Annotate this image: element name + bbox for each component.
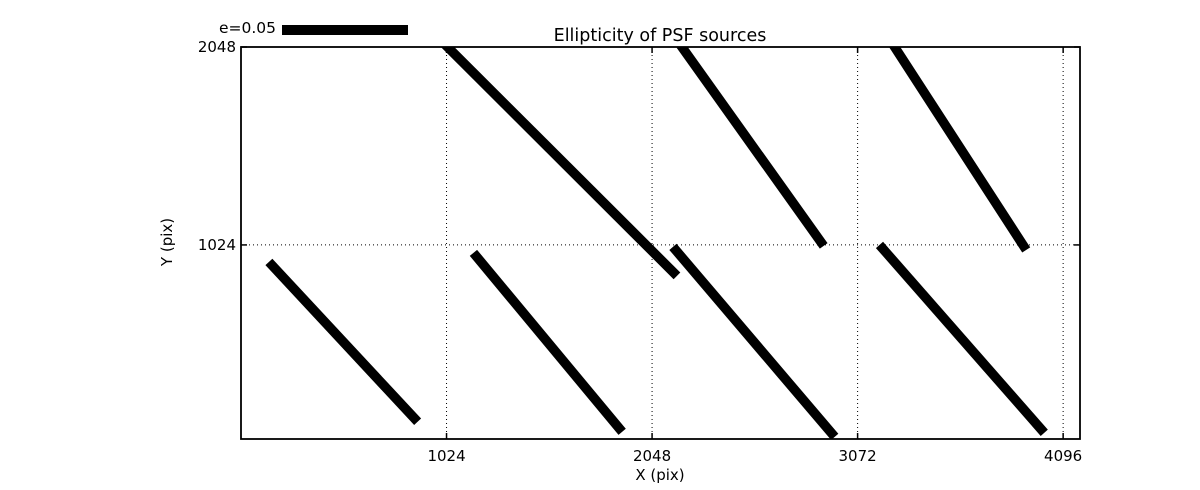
x-tick-label: 1024 bbox=[427, 447, 465, 465]
x-tick-label: 4096 bbox=[1044, 447, 1082, 465]
x-tick-label: 2048 bbox=[633, 447, 671, 465]
tick-layer: 1024 2048 3072 4096 1024 2048 bbox=[198, 38, 1082, 465]
ellipticity-whisker bbox=[265, 258, 422, 426]
chart-title: Ellipticity of PSF sources bbox=[554, 26, 767, 46]
x-tick-label: 3072 bbox=[839, 447, 877, 465]
y-axis-label: Y (pix) bbox=[158, 218, 176, 267]
legend-label: e=0.05 bbox=[219, 19, 276, 37]
axes-frame bbox=[240, 46, 1081, 440]
ellipticity-whisker bbox=[440, 47, 681, 280]
ellipticity-whisker bbox=[469, 249, 626, 435]
ellipticity-whisker bbox=[875, 241, 1048, 436]
legend-whisker-sample bbox=[282, 25, 408, 35]
x-axis-label: X (pix) bbox=[635, 466, 684, 484]
ellipticity-whisker bbox=[669, 243, 839, 439]
y-tick-label: 1024 bbox=[198, 236, 236, 254]
y-tick-label: 2048 bbox=[198, 38, 236, 56]
segment-layer bbox=[265, 47, 1048, 439]
ellipticity-whisker bbox=[676, 47, 828, 249]
grid-layer bbox=[241, 46, 1080, 439]
ellipticity-whisker bbox=[888, 47, 1031, 253]
